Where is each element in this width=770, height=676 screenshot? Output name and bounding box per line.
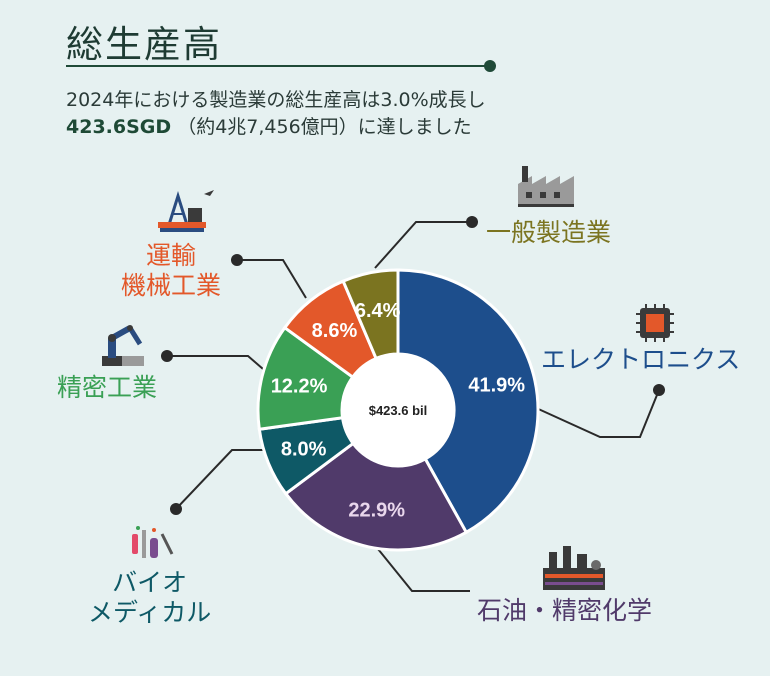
label-transport-line2: 機械工業: [121, 271, 222, 300]
leader-transport: [237, 259, 307, 299]
leader-electronics: [533, 389, 660, 438]
leader-dot-bio: [170, 503, 182, 515]
label-petro-chemical: 石油・精密化学: [477, 596, 653, 625]
medical-icon: [132, 526, 174, 558]
label-biomedical-line2: メディカル: [88, 598, 212, 627]
leader-dot-precision: [161, 350, 173, 362]
leader-precision: [167, 355, 264, 370]
slice-label-biomedical: 8.0%: [281, 439, 327, 461]
subtitle-line-2: 423.6SGD （約4兆7,456億円）に達しました: [66, 112, 472, 139]
title-divider-dot: [484, 60, 496, 72]
label-precision: 精密工業: [57, 373, 158, 402]
leader-petro: [377, 548, 470, 592]
label-electronics: エレクトロニクス: [541, 345, 741, 374]
leader-dot-general: [466, 216, 478, 228]
slice-label-general: 6.4%: [355, 300, 401, 322]
chip-icon: [636, 304, 674, 342]
slice-label-electronics: 41.9%: [468, 374, 525, 396]
leader-general: [374, 221, 472, 269]
slice-labels: 41.9% 22.9% 8.0% 12.2% 8.6%6.4%: [271, 300, 526, 522]
subtitle-rest: （約4兆7,456億円）に達しました: [177, 116, 472, 138]
leader-dot-electronics: [653, 384, 665, 396]
oil-rig-icon: [158, 190, 214, 232]
leader-dot-transport: [231, 254, 243, 266]
center-label: $423.6 bil: [369, 403, 428, 418]
label-biomedical-line1: バイオ: [112, 568, 188, 597]
subtitle-amount: 423.6SGD: [66, 116, 172, 138]
slice-label-petro-chemical: 22.9%: [348, 500, 405, 522]
robot-arm-icon: [102, 325, 144, 366]
leader-bio: [175, 449, 274, 510]
factory-icon: [518, 166, 574, 207]
label-transport: 運輸 機械工業: [121, 241, 221, 301]
label-general: 一般製造業: [486, 218, 612, 247]
label-biomedical: バイオ メディカル: [88, 568, 211, 628]
subtitle-line-1: 2024年における製造業の総生産高は3.0%成長し: [66, 89, 486, 111]
refinery-icon: [543, 546, 605, 590]
slice-label-precision: 12.2%: [271, 375, 328, 397]
page-title: 総生産高: [66, 23, 222, 66]
leader-dots: [161, 216, 665, 515]
slice-label-transport: 8.6%: [312, 320, 358, 342]
title-divider: [66, 65, 490, 67]
leader-lines: [167, 221, 660, 592]
label-transport-line1: 運輸: [146, 241, 197, 270]
donut-hole: [342, 354, 454, 466]
